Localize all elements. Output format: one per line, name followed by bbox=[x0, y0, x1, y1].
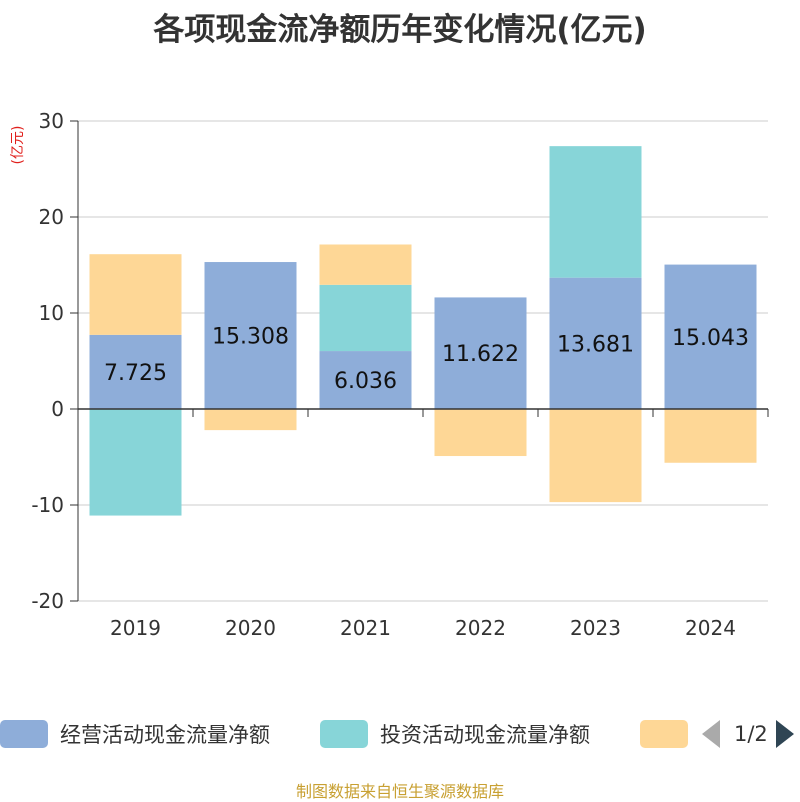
x-tick-label-2019: 2019 bbox=[110, 616, 161, 640]
x-tick-label-2020: 2020 bbox=[225, 616, 276, 640]
data-label-2021: 6.036 bbox=[334, 369, 397, 394]
chart-title: 各项现金流净额历年变化情况(亿元) bbox=[153, 12, 647, 48]
bar-segment-2021-series-3[interactable] bbox=[319, 244, 412, 285]
data-label-2024: 15.043 bbox=[672, 326, 749, 351]
source-note: 制图数据来自恒生聚源数据库 bbox=[295, 782, 504, 801]
legend-pager: 1/2 bbox=[700, 716, 800, 752]
bar-segment-2020-series-1[interactable] bbox=[204, 262, 297, 409]
y-tick-label: 0 bbox=[51, 397, 64, 421]
legend: 经营活动现金流量净额 投资活动现金流量净额 bbox=[0, 716, 800, 752]
legend-swatch-investing bbox=[320, 720, 368, 748]
bar-segment-2021-series-1[interactable] bbox=[319, 351, 412, 409]
x-tick-label-2023: 2023 bbox=[570, 616, 621, 640]
bar-segment-2022-series-3[interactable] bbox=[434, 409, 527, 457]
legend-prev-page-icon[interactable] bbox=[702, 720, 720, 748]
legend-label-investing: 投资活动现金流量净额 bbox=[380, 723, 590, 747]
data-label-2022: 11.622 bbox=[442, 342, 519, 367]
x-tick-label-2022: 2022 bbox=[455, 616, 506, 640]
data-label-2023: 13.681 bbox=[557, 332, 634, 357]
data-label-2019: 7.725 bbox=[104, 361, 167, 386]
bar-segment-2021-series-2[interactable] bbox=[319, 284, 412, 352]
legend-item-third[interactable] bbox=[640, 716, 700, 752]
y-tick-label: -10 bbox=[31, 493, 64, 517]
legend-page-indicator: 1/2 bbox=[734, 722, 768, 746]
bar-segment-2020-series-3[interactable] bbox=[204, 409, 297, 431]
bar-segment-2023-series-3[interactable] bbox=[549, 409, 642, 503]
bar-segment-2022-series-1[interactable] bbox=[434, 297, 527, 409]
bar-segment-2024-series-1[interactable] bbox=[664, 264, 757, 409]
y-tick-label: 20 bbox=[39, 205, 64, 229]
legend-item-investing[interactable]: 投资活动现金流量净额 bbox=[320, 716, 590, 752]
y-axis-unit-label: (亿元) bbox=[10, 126, 26, 165]
legend-swatch-third bbox=[640, 720, 688, 748]
bar-segment-2023-series-2[interactable] bbox=[549, 146, 642, 278]
bar-segment-2023-series-1[interactable] bbox=[549, 277, 642, 409]
data-label-2020: 15.308 bbox=[212, 325, 289, 350]
legend-label-operating: 经营活动现金流量净额 bbox=[60, 723, 270, 747]
x-tick-label-2024: 2024 bbox=[685, 616, 736, 640]
legend-swatch-operating bbox=[0, 720, 48, 748]
bar-segment-2019-series-1[interactable] bbox=[89, 334, 182, 409]
x-tick-label-2021: 2021 bbox=[340, 616, 391, 640]
legend-next-page-icon[interactable] bbox=[775, 720, 794, 748]
legend-item-operating[interactable]: 经营活动现金流量净额 bbox=[0, 716, 270, 752]
bar-segment-2024-series-3[interactable] bbox=[664, 409, 757, 463]
bar-segment-2019-series-2[interactable] bbox=[89, 409, 182, 516]
y-tick-label: 10 bbox=[39, 301, 64, 325]
bar-segment-2019-series-3[interactable] bbox=[89, 254, 182, 335]
y-tick-label: -20 bbox=[31, 589, 64, 613]
y-tick-label: 30 bbox=[39, 109, 64, 133]
